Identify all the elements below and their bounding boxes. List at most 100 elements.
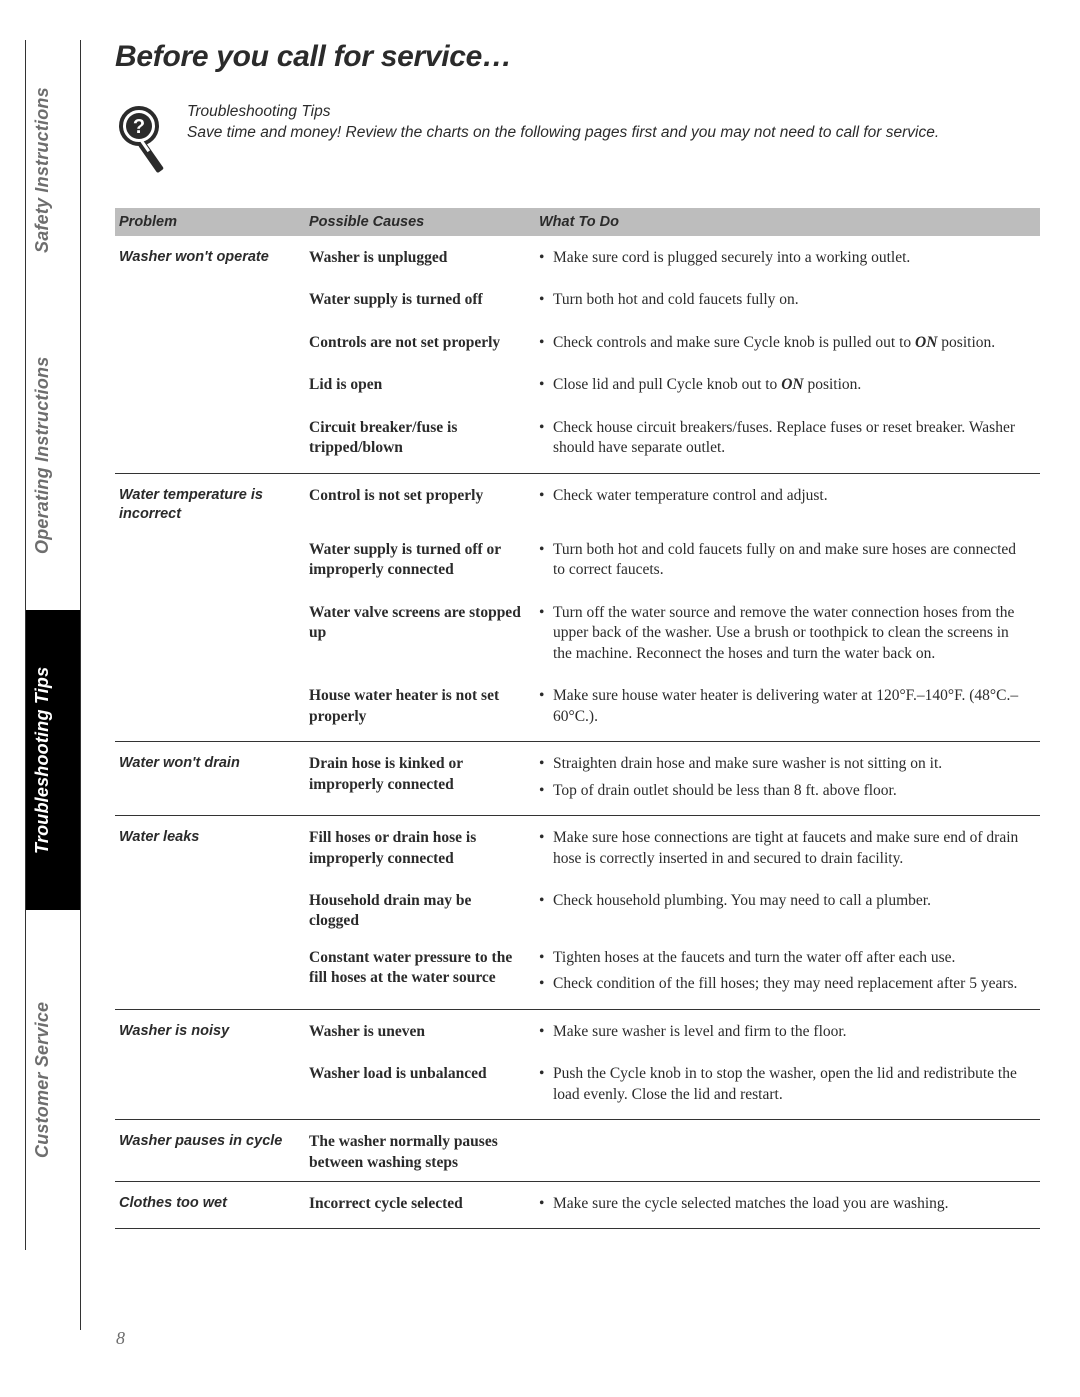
table-row: Water leaksFill hoses or drain hose is i… bbox=[115, 816, 1040, 883]
svg-text:?: ? bbox=[133, 116, 145, 138]
todo-item: Turn both hot and cold faucets fully on. bbox=[539, 290, 1030, 310]
todo-cell: Check water temperature control and adju… bbox=[535, 473, 1040, 532]
todo-item: Make sure the cycle selected matches the… bbox=[539, 1194, 1030, 1214]
table-row: Washer pauses in cycleThe washer normall… bbox=[115, 1120, 1040, 1182]
cause-cell: Washer load is unbalanced bbox=[305, 1056, 535, 1119]
todo-cell: Close lid and pull Cycle knob out to ON … bbox=[535, 367, 1040, 409]
cause-cell: Household drain may be clogged bbox=[305, 883, 535, 940]
todo-cell: Make sure the cycle selected matches the… bbox=[535, 1182, 1040, 1229]
todo-cell: Check household plumbing. You may need t… bbox=[535, 883, 1040, 940]
tab-safety-instructions[interactable]: Safety Instructions bbox=[25, 40, 80, 300]
table-row: Water supply is turned off or improperly… bbox=[115, 532, 1040, 595]
problem-cell bbox=[115, 325, 305, 367]
col-header-problem: Problem bbox=[115, 208, 305, 236]
col-header-cause: Possible Causes bbox=[305, 208, 535, 236]
todo-cell: Make sure house water heater is deliveri… bbox=[535, 678, 1040, 741]
todo-item: Make sure cord is plugged securely into … bbox=[539, 248, 1030, 268]
todo-item: Check condition of the fill hoses; they … bbox=[539, 974, 1030, 994]
problem-cell: Water temperature is incorrect bbox=[115, 473, 305, 532]
todo-cell: Make sure hose connections are tight at … bbox=[535, 816, 1040, 883]
table-row: Water valve screens are stopped upTurn o… bbox=[115, 595, 1040, 678]
cause-cell: Lid is open bbox=[305, 367, 535, 409]
problem-cell: Water won't drain bbox=[115, 742, 305, 816]
problem-cell: Washer pauses in cycle bbox=[115, 1120, 305, 1182]
todo-cell: Tighten hoses at the faucets and turn th… bbox=[535, 940, 1040, 1009]
cause-cell: Washer is unplugged bbox=[305, 236, 535, 282]
cause-cell: Constant water pressure to the fill hose… bbox=[305, 940, 535, 1009]
cause-cell: Circuit breaker/fuse is tripped/blown bbox=[305, 410, 535, 473]
table-row: Controls are not set properlyCheck contr… bbox=[115, 325, 1040, 367]
table-row: Lid is openClose lid and pull Cycle knob… bbox=[115, 367, 1040, 409]
page-title: Before you call for service… bbox=[115, 40, 1040, 74]
tab-troubleshooting-tips[interactable]: Troubleshooting Tips bbox=[25, 610, 80, 910]
todo-cell: Straighten drain hose and make sure wash… bbox=[535, 742, 1040, 816]
todo-item: Close lid and pull Cycle knob out to ON … bbox=[539, 375, 1030, 395]
todo-cell: Turn both hot and cold faucets fully on. bbox=[535, 282, 1040, 324]
magnifier-icon: ? bbox=[115, 102, 173, 182]
tips-block: ? Troubleshooting Tips Save time and mon… bbox=[115, 102, 1040, 182]
problem-cell: Clothes too wet bbox=[115, 1182, 305, 1229]
problem-cell bbox=[115, 410, 305, 473]
table-row: Clothes too wetIncorrect cycle selectedM… bbox=[115, 1182, 1040, 1229]
problem-cell bbox=[115, 282, 305, 324]
todo-item: Check household plumbing. You may need t… bbox=[539, 891, 1030, 911]
todo-item: Check house circuit breakers/fuses. Repl… bbox=[539, 418, 1030, 459]
cause-cell: Controls are not set properly bbox=[305, 325, 535, 367]
tab-customer-service[interactable]: Customer Service bbox=[25, 910, 80, 1250]
cause-cell: Water supply is turned off bbox=[305, 282, 535, 324]
side-tab-strip: Safety Instructions Operating Instructio… bbox=[25, 40, 80, 1357]
todo-item: Turn both hot and cold faucets fully on … bbox=[539, 540, 1030, 581]
table-row: Water supply is turned offTurn both hot … bbox=[115, 282, 1040, 324]
todo-item: Make sure washer is level and firm to th… bbox=[539, 1022, 1030, 1042]
cause-cell: Water supply is turned off or improperly… bbox=[305, 532, 535, 595]
problem-cell bbox=[115, 678, 305, 741]
todo-item: Check water temperature control and adju… bbox=[539, 486, 1030, 506]
todo-item: Make sure hose connections are tight at … bbox=[539, 828, 1030, 869]
cause-cell: Water valve screens are stopped up bbox=[305, 595, 535, 678]
todo-item: Turn off the water source and remove the… bbox=[539, 603, 1030, 664]
cause-cell: Control is not set properly bbox=[305, 473, 535, 532]
cause-cell: Fill hoses or drain hose is improperly c… bbox=[305, 816, 535, 883]
problem-cell bbox=[115, 883, 305, 940]
todo-cell: Turn both hot and cold faucets fully on … bbox=[535, 532, 1040, 595]
todo-item: Check controls and make sure Cycle knob … bbox=[539, 333, 1030, 353]
tab-operating-instructions[interactable]: Operating Instructions bbox=[25, 300, 80, 610]
problem-cell: Water leaks bbox=[115, 816, 305, 883]
table-row: Washer won't operateWasher is unpluggedM… bbox=[115, 236, 1040, 282]
cause-cell: The washer normally pauses between washi… bbox=[305, 1120, 535, 1182]
todo-cell: Check house circuit breakers/fuses. Repl… bbox=[535, 410, 1040, 473]
col-header-todo: What To Do bbox=[535, 208, 1040, 236]
table-row: Water temperature is incorrectControl is… bbox=[115, 473, 1040, 532]
problem-cell bbox=[115, 532, 305, 595]
troubleshooting-table: Problem Possible Causes What To Do Washe… bbox=[115, 208, 1040, 1229]
cause-cell: Incorrect cycle selected bbox=[305, 1182, 535, 1229]
todo-item: Tighten hoses at the faucets and turn th… bbox=[539, 948, 1030, 968]
problem-cell: Washer won't operate bbox=[115, 236, 305, 282]
tips-text: Troubleshooting Tips Save time and money… bbox=[187, 102, 939, 144]
tips-body: Save time and money! Review the charts o… bbox=[187, 123, 939, 144]
table-header-row: Problem Possible Causes What To Do bbox=[115, 208, 1040, 236]
todo-item: Push the Cycle knob in to stop the washe… bbox=[539, 1064, 1030, 1105]
table-row: Washer is noisyWasher is unevenMake sure… bbox=[115, 1009, 1040, 1056]
table-row: Household drain may be cloggedCheck hous… bbox=[115, 883, 1040, 940]
problem-cell bbox=[115, 1056, 305, 1119]
problem-cell bbox=[115, 367, 305, 409]
page-number: 8 bbox=[116, 1328, 125, 1349]
todo-item: Top of drain outlet should be less than … bbox=[539, 781, 1030, 801]
todo-item: Make sure house water heater is deliveri… bbox=[539, 686, 1030, 727]
tips-heading: Troubleshooting Tips bbox=[187, 102, 939, 123]
todo-item: Straighten drain hose and make sure wash… bbox=[539, 754, 1030, 774]
table-row: Water won't drainDrain hose is kinked or… bbox=[115, 742, 1040, 816]
problem-cell: Washer is noisy bbox=[115, 1009, 305, 1056]
problem-cell bbox=[115, 595, 305, 678]
table-row: Circuit breaker/fuse is tripped/blownChe… bbox=[115, 410, 1040, 473]
todo-cell: Make sure cord is plugged securely into … bbox=[535, 236, 1040, 282]
table-row: Washer load is unbalancedPush the Cycle … bbox=[115, 1056, 1040, 1119]
cause-cell: Washer is uneven bbox=[305, 1009, 535, 1056]
todo-cell: Push the Cycle knob in to stop the washe… bbox=[535, 1056, 1040, 1119]
cause-cell: House water heater is not set properly bbox=[305, 678, 535, 741]
todo-cell: Turn off the water source and remove the… bbox=[535, 595, 1040, 678]
cause-cell: Drain hose is kinked or improperly conne… bbox=[305, 742, 535, 816]
table-row: Constant water pressure to the fill hose… bbox=[115, 940, 1040, 1009]
problem-cell bbox=[115, 940, 305, 1009]
